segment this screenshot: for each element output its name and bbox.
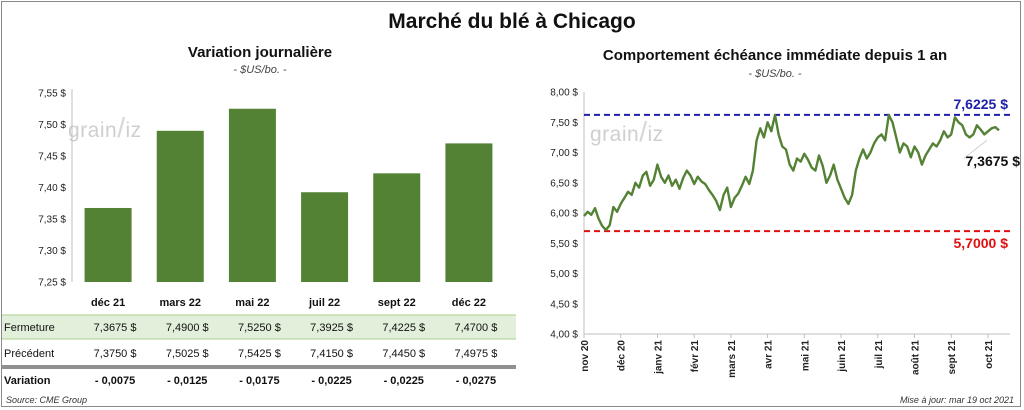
table-row-label: Précédent — [4, 348, 54, 360]
y-tick-label: 6,50 $ — [550, 178, 578, 189]
x-tick-label: avr 21 — [764, 340, 775, 369]
last-value-label: 7,3675 $ — [966, 153, 1021, 169]
y-tick-label: 7,50 $ — [38, 120, 66, 131]
x-tick-label: août 21 — [911, 340, 922, 375]
table-row-label: Fermeture — [4, 322, 55, 334]
x-tick-label: mai 21 — [800, 340, 811, 372]
table-cell: - 0,0075 — [95, 375, 135, 387]
y-tick-label: 7,40 $ — [38, 183, 66, 194]
bar — [228, 108, 276, 282]
last-value-leader — [963, 139, 988, 159]
y-tick-label: 4,00 $ — [550, 330, 578, 341]
y-tick-label: 7,30 $ — [38, 246, 66, 257]
bar — [301, 192, 349, 282]
bar — [445, 143, 493, 282]
update-note: Mise à jour: mar 19 oct 2021 — [899, 395, 1014, 405]
x-tick-label: févr 21 — [690, 340, 701, 373]
x-category-label: déc 22 — [452, 297, 486, 309]
x-tick-label: oct 21 — [984, 340, 995, 369]
table-cell: - 0,0225 — [311, 375, 351, 387]
y-tick-label: 7,00 $ — [550, 148, 578, 159]
table-cell: 7,4225 $ — [382, 322, 425, 334]
watermark-left: grain/iz — [68, 112, 142, 143]
table-cell: - 0,0275 — [456, 375, 496, 387]
bar — [156, 130, 204, 282]
right-chart-title: Comportement échéance immédiate depuis 1… — [602, 47, 948, 64]
x-tick-label: sept 21 — [947, 340, 958, 375]
table-row-label: Variation — [4, 375, 51, 387]
right-chart-unit: - $US/bo. - — [748, 68, 802, 80]
min-value-label: 5,7000 $ — [954, 235, 1009, 251]
x-category-label: sept 22 — [378, 297, 416, 309]
table-highlight-row — [2, 315, 516, 339]
left-chart-unit: - $US/bo. - — [233, 64, 287, 76]
table-cell: 7,4150 $ — [310, 348, 353, 360]
y-tick-label: 5,00 $ — [550, 269, 578, 280]
y-tick-label: 5,50 $ — [550, 239, 578, 250]
table-cell: 7,5025 $ — [166, 348, 209, 360]
table-cell: 7,3675 $ — [94, 322, 137, 334]
table-cell: 7,4700 $ — [455, 322, 498, 334]
left-chart-title: Variation journalière — [187, 44, 333, 61]
price-series-line — [583, 113, 1000, 232]
x-category-label: mai 22 — [235, 297, 269, 309]
page-title: Marché du blé à Chicago — [388, 10, 636, 33]
bar-chart: 7,25 $ 7,30 $ 7,35 $ 7,40 $ 7,45 $ 7,50 $ 7,55… — [2, 89, 516, 387]
table-cell: - 0,0225 — [384, 375, 424, 387]
max-value-label: 7,6225 $ — [954, 96, 1009, 112]
table-cell: - 0,0175 — [239, 375, 279, 387]
watermark-right: grain/iz — [590, 116, 664, 147]
table-cell: 7,3750 $ — [94, 348, 137, 360]
y-tick-label: 7,25 $ — [38, 278, 66, 289]
x-tick-label: nov 20 — [580, 340, 591, 372]
y-tick-label: 8,00 $ — [550, 88, 578, 99]
x-category-label: déc 21 — [91, 297, 125, 309]
y-tick-label: 7,45 $ — [38, 152, 66, 163]
x-tick-label: juin 21 — [837, 340, 848, 373]
table-cell: 7,5250 $ — [238, 322, 281, 334]
x-category-label: juil 22 — [308, 297, 340, 309]
x-tick-label: juil 21 — [874, 340, 885, 370]
table-cell: 7,4900 $ — [166, 322, 209, 334]
table-cell: 7,4450 $ — [382, 348, 425, 360]
y-tick-label: 7,50 $ — [550, 118, 578, 129]
table-cell: 7,4975 $ — [455, 348, 498, 360]
source-note: Source: CME Group — [6, 395, 88, 405]
y-tick-label: 4,50 $ — [550, 299, 578, 310]
table-cell: - 0,0125 — [167, 375, 207, 387]
table-cell: 7,3925 $ — [310, 322, 353, 334]
y-tick-label: 7,55 $ — [38, 89, 66, 100]
x-tick-label: mars 21 — [727, 340, 738, 378]
table-cell: 7,5425 $ — [238, 348, 281, 360]
x-tick-label: janv 21 — [653, 340, 664, 375]
x-tick-label: déc 20 — [617, 340, 628, 372]
y-tick-label: 7,35 $ — [38, 215, 66, 226]
y-tick-label: 6,00 $ — [550, 209, 578, 220]
bar — [84, 207, 132, 282]
x-category-label: mars 22 — [159, 297, 201, 309]
bar — [373, 173, 421, 282]
